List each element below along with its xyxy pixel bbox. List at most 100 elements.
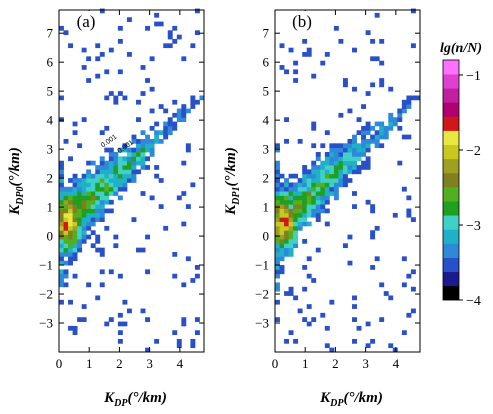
heatmap-cell [324,186,330,192]
heatmap-cell [293,182,299,188]
heatmap-cell [59,160,64,166]
heatmap-cell [72,330,78,336]
heatmap-cell [136,138,141,144]
heatmap-cell [104,173,110,179]
heatmap-cell [333,156,339,162]
heatmap-cell [311,143,317,149]
heatmap-cell [347,260,353,266]
heatmap-cell [117,338,123,344]
heatmap-cell [275,256,280,262]
heatmap-cell [59,212,64,218]
panel-a: 0 1 2 3 4−3−2−101234567(a)0.0010.001KDP(°/km… [7,8,205,409]
heatmap-cell [338,178,344,183]
heatmap-cell [172,330,178,336]
heatmap-cell [140,91,146,96]
heatmap-cell [315,169,321,175]
colorbar-swatch [443,158,459,174]
heatmap-cell [72,173,78,179]
heatmap-cell [90,243,96,249]
heatmap-cell [347,156,353,162]
heatmap-cell [370,82,376,88]
heatmap-cell [356,169,362,175]
heatmap-cell [190,343,196,349]
heatmap-cell [338,165,344,170]
heatmap-cell [275,243,280,249]
heatmap-cell [342,169,348,175]
heatmap-cell [68,238,73,244]
heatmap-cell [324,195,330,201]
heatmap-cell [113,178,119,183]
heatmap-cell [329,160,335,166]
heatmap-cell [288,252,294,257]
heatmap-cell [320,173,326,179]
heatmap-cell [284,221,289,227]
heatmap-cell [77,204,83,209]
heatmap-cell [356,143,362,149]
heatmap-cell [406,273,412,279]
heatmap-cell [333,169,339,175]
heatmap-cell [370,125,376,131]
heatmap-cell [59,169,64,175]
heatmap-cell [288,234,294,240]
heatmap-cell [68,260,73,266]
heatmap-cell [311,178,317,183]
heatmap-cell [140,65,146,70]
heatmap-cell [333,160,339,166]
heatmap-cell [365,130,371,136]
heatmap-cell [167,117,173,122]
heatmap-cell [113,182,119,188]
heatmap-cell [397,160,403,166]
heatmap-cell [86,204,92,209]
heatmap-cell [361,138,367,144]
heatmap-cell [374,130,380,136]
y-tick-label: −3 [255,316,269,331]
heatmap-cell [77,221,83,227]
heatmap-cell [347,108,353,114]
heatmap-cell [315,208,321,214]
heatmap-cell [329,191,335,196]
colorbar-swatch [443,88,459,103]
heatmap-cell [108,208,114,214]
heatmap-cell [315,247,321,253]
heatmap-cell [333,147,339,153]
heatmap-cell [126,173,132,179]
heatmap-cell [59,186,64,192]
heatmap-cell [311,173,317,179]
colorbar-swatch [443,74,459,89]
heatmap-cell [108,199,114,205]
heatmap-cell [342,182,348,188]
heatmap-cell [306,52,312,57]
heatmap-cell [172,273,178,279]
heatmap-cell [68,186,73,192]
heatmap-cell [59,278,64,283]
heatmap-cell [117,25,123,31]
heatmap-cell [388,86,394,92]
heatmap-cell [72,178,78,183]
heatmap-cell [59,247,64,253]
heatmap-cell [275,191,280,196]
heatmap-cell [163,108,169,114]
heatmap-cell [352,138,357,144]
heatmap-cell [131,217,137,222]
heatmap-cell [99,191,105,196]
heatmap-cell [401,282,407,288]
heatmap-cell [131,169,137,175]
heatmap-cell [149,143,155,149]
heatmap-cell [104,208,110,214]
heatmap-cell [288,212,294,218]
heatmap-cell [86,191,92,196]
heatmap-cell [185,204,191,209]
heatmap-cell [176,195,182,201]
heatmap-cell [329,156,335,162]
heatmap-cell [63,230,69,236]
heatmap-cell [131,160,137,166]
heatmap-cell [113,191,119,196]
heatmap-cell [275,208,280,214]
colorbar-swatch [443,130,459,146]
colorbar-tick-label: −1 [466,69,481,84]
heatmap-cell [59,191,64,196]
heatmap-cell [374,12,380,18]
heatmap-cell [185,256,191,262]
heatmap-cell [72,238,78,244]
heatmap-cell [59,117,64,122]
